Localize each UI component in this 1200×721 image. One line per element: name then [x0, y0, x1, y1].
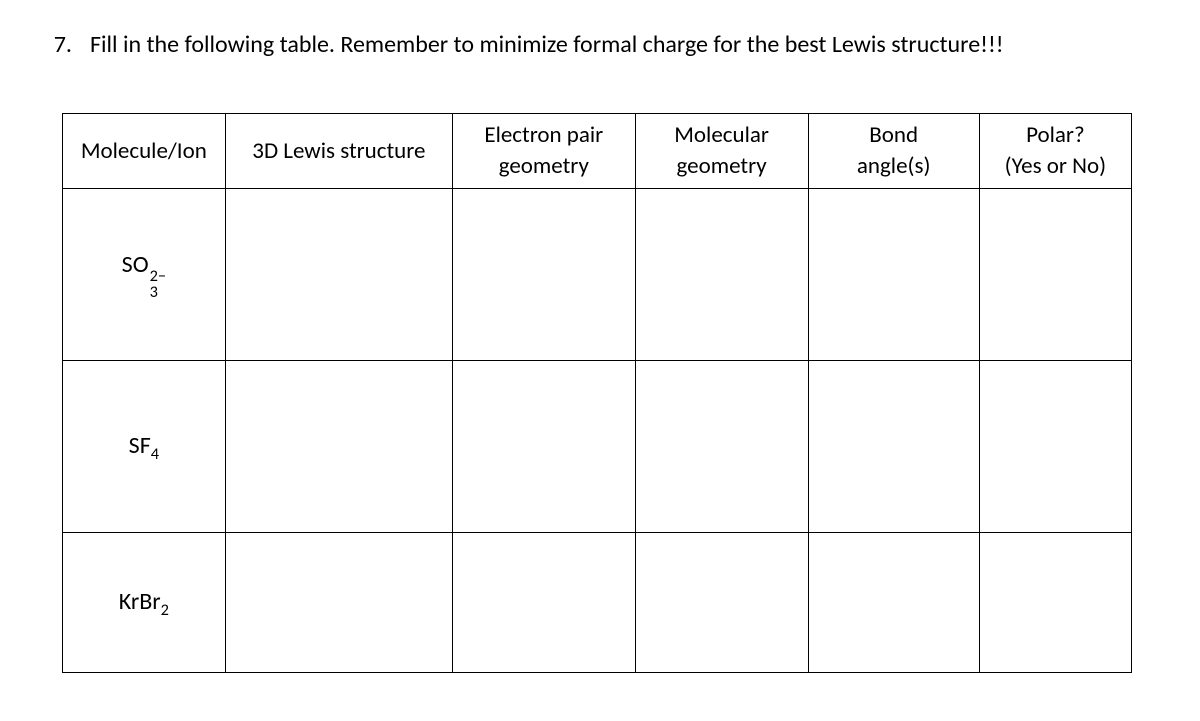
header-label: geometry: [499, 152, 589, 180]
header-label: Electron pair: [484, 121, 603, 149]
header-label: 3D Lewis structure: [252, 137, 425, 165]
formula-krbr2: KrBr2: [119, 587, 169, 616]
formula-sub: 3: [150, 284, 166, 300]
cell-epg: [453, 189, 636, 361]
header-label: geometry: [677, 152, 767, 180]
formula-supsub: 2−3: [150, 268, 166, 301]
cell-mg: [635, 533, 808, 673]
cell-formula: SF4: [63, 361, 226, 533]
header-label: Molecular: [674, 121, 769, 149]
cell-polar: [979, 361, 1131, 533]
header-label: (Yes or No): [1005, 152, 1106, 180]
cell-lewis: [225, 189, 452, 361]
table-row: KrBr2: [63, 533, 1132, 673]
question-number: 7.: [50, 30, 72, 59]
cell-polar: [979, 533, 1131, 673]
worksheet-table: Molecule/Ion 3D Lewis structure Electron…: [62, 113, 1132, 673]
table-row: SO2−3: [63, 189, 1132, 361]
table-header-row: Molecule/Ion 3D Lewis structure Electron…: [63, 114, 1132, 189]
col-lewis-structure: 3D Lewis structure: [225, 114, 452, 189]
formula-sf4: SF4: [129, 431, 159, 460]
header-label: Polar?: [1026, 121, 1085, 149]
formula-sub: 4: [151, 444, 159, 464]
col-molecule-ion: Molecule/Ion: [63, 114, 226, 189]
cell-epg: [453, 533, 636, 673]
cell-angle: [808, 533, 979, 673]
formula-so3-2minus: SO2−3: [122, 250, 166, 279]
question-text: Fill in the following table. Remember to…: [90, 30, 1004, 59]
table-row: SF4: [63, 361, 1132, 533]
cell-lewis: [225, 533, 452, 673]
col-bond-angles: Bond angle(s): [808, 114, 979, 189]
header-label: angle(s): [857, 152, 931, 180]
formula-sub: 2: [161, 600, 169, 620]
col-electron-pair-geometry: Electron pair geometry: [453, 114, 636, 189]
cell-polar: [979, 189, 1131, 361]
col-polar: Polar? (Yes or No): [979, 114, 1131, 189]
header-label: Molecule/Ion: [81, 137, 207, 165]
cell-angle: [808, 361, 979, 533]
cell-epg: [453, 361, 636, 533]
cell-mg: [635, 361, 808, 533]
formula-base: SO: [122, 250, 149, 279]
formula-base: SF: [129, 431, 151, 460]
header-label: Bond: [869, 121, 918, 149]
cell-formula: SO2−3: [63, 189, 226, 361]
cell-lewis: [225, 361, 452, 533]
question-prompt: 7. Fill in the following table. Remember…: [50, 30, 1150, 59]
cell-angle: [808, 189, 979, 361]
formula-base: KrBr: [119, 587, 161, 616]
cell-formula: KrBr2: [63, 533, 226, 673]
col-molecular-geometry: Molecular geometry: [635, 114, 808, 189]
cell-mg: [635, 189, 808, 361]
